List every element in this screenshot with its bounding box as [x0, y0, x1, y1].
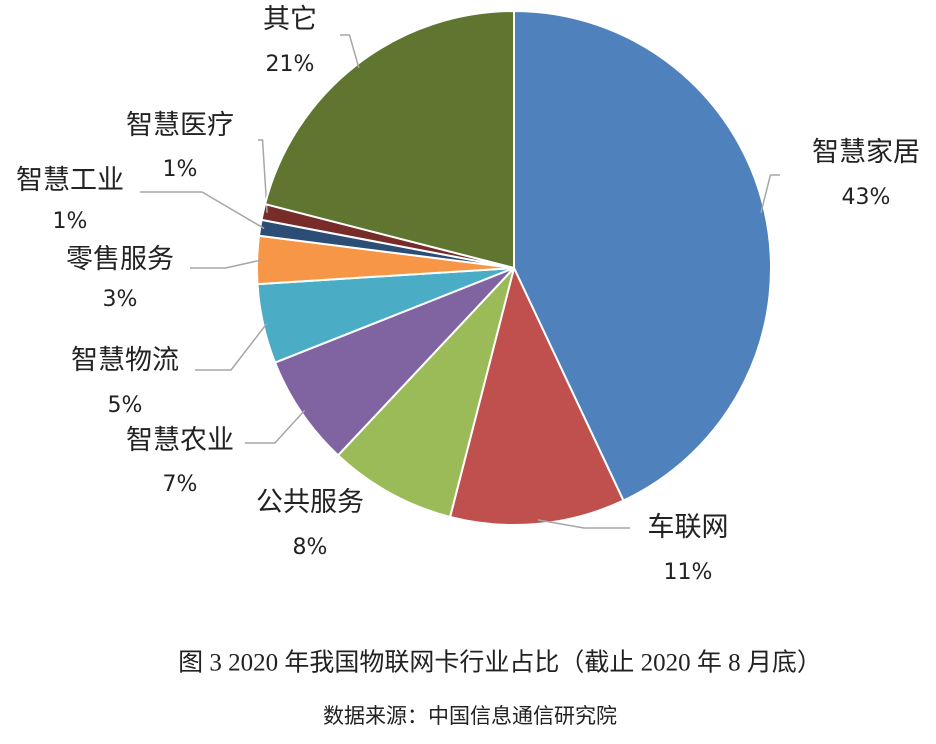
leader-line [537, 519, 630, 529]
slice-label: 公共服务 [256, 487, 364, 517]
leader-line [760, 174, 780, 213]
slice-label: 其它 [263, 4, 317, 34]
slice-value-label: 8% [293, 535, 328, 560]
slice-value-label: 5% [108, 393, 143, 418]
leader-line [190, 259, 262, 269]
slice-value-label: 1% [163, 157, 198, 182]
slice-label: 零售服务 [66, 244, 174, 274]
slice-label: 智慧家居 [812, 137, 920, 167]
pie-slice [513, 9, 772, 502]
leader-line [340, 34, 360, 69]
pie-slice [273, 267, 515, 457]
slice-label: 车联网 [648, 512, 729, 542]
slice-label: 智慧医疗 [126, 110, 234, 140]
slice-label: 智慧物流 [71, 345, 179, 375]
leader-line [245, 409, 306, 444]
leader-line [195, 322, 268, 371]
slice-value-label: 1% [53, 209, 88, 234]
slice-value-label: 11% [664, 560, 713, 585]
chart-title: 图 3 2020 年我国物联网卡行业占比（截止 2020 年 8 月底） [178, 649, 822, 677]
slice-value-label: 7% [163, 472, 198, 497]
slice-label: 智慧农业 [126, 425, 234, 455]
slice-label: 智慧工业 [16, 165, 124, 195]
leader-line [258, 139, 268, 213]
slice-value-label: 43% [842, 185, 891, 210]
pie-slice [263, 9, 515, 270]
chart-source: 数据来源：中国信息通信研究院 [323, 704, 617, 728]
pie-slice [448, 265, 625, 526]
pie-slice [336, 267, 515, 519]
slice-value-label: 21% [266, 52, 315, 77]
leader-line [140, 191, 265, 230]
slice-value-label: 3% [103, 287, 138, 312]
